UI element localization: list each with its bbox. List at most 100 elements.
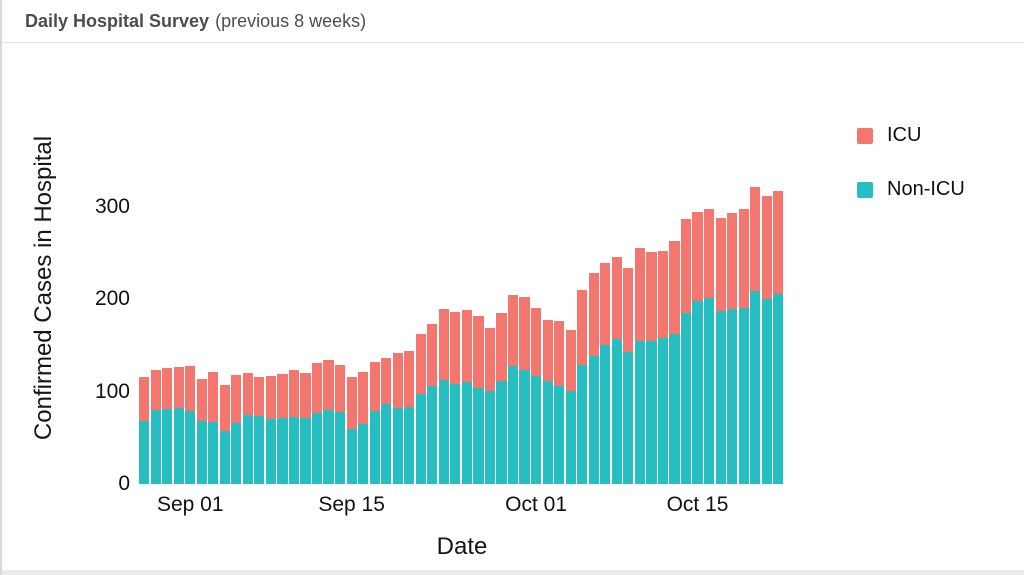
bar[interactable] bbox=[750, 186, 761, 484]
bar-segment-icu[interactable] bbox=[311, 363, 323, 413]
bar-segment-icu[interactable] bbox=[646, 252, 657, 341]
bar-segment-non-icu[interactable] bbox=[185, 411, 196, 484]
bar-segment-icu[interactable] bbox=[369, 362, 380, 412]
bar-segment-non-icu[interactable] bbox=[381, 403, 392, 484]
bar-segment-icu[interactable] bbox=[761, 195, 772, 300]
bar-segment-icu[interactable] bbox=[588, 273, 599, 356]
bar-segment-non-icu[interactable] bbox=[231, 423, 242, 484]
bar-segment-non-icu[interactable] bbox=[692, 301, 703, 484]
bar-segment-icu[interactable] bbox=[242, 373, 253, 415]
bar-segment-icu[interactable] bbox=[519, 296, 530, 370]
bar[interactable] bbox=[323, 360, 334, 484]
bar-segment-icu[interactable] bbox=[703, 208, 715, 299]
bar[interactable] bbox=[288, 370, 300, 484]
bar-segment-non-icu[interactable] bbox=[727, 309, 738, 484]
bar[interactable] bbox=[715, 218, 726, 484]
bar-segment-non-icu[interactable] bbox=[542, 380, 553, 484]
bar[interactable] bbox=[196, 378, 207, 484]
bar-segment-icu[interactable] bbox=[542, 319, 553, 381]
legend-item[interactable]: Non-ICU bbox=[857, 177, 965, 202]
bar-segment-icu[interactable] bbox=[288, 370, 300, 417]
bar-segment-non-icu[interactable] bbox=[288, 416, 300, 484]
bar[interactable] bbox=[254, 376, 265, 484]
bar-segment-icu[interactable] bbox=[358, 372, 369, 424]
bar[interactable] bbox=[381, 357, 392, 484]
bar-segment-non-icu[interactable] bbox=[265, 419, 277, 484]
bar[interactable] bbox=[185, 365, 196, 484]
bar-segment-non-icu[interactable] bbox=[623, 351, 634, 484]
bar-segment-icu[interactable] bbox=[335, 364, 346, 412]
bar-segment-icu[interactable] bbox=[381, 357, 392, 404]
bar[interactable] bbox=[634, 247, 645, 484]
bar-segment-non-icu[interactable] bbox=[680, 313, 692, 484]
bar-segment-icu[interactable] bbox=[531, 307, 542, 376]
bar[interactable] bbox=[311, 363, 323, 484]
bar-segment-non-icu[interactable] bbox=[703, 298, 715, 484]
bar-segment-icu[interactable] bbox=[692, 211, 703, 302]
bar-segment-non-icu[interactable] bbox=[646, 340, 657, 484]
bar[interactable] bbox=[346, 376, 357, 484]
bar-segment-non-icu[interactable] bbox=[208, 422, 219, 484]
bar[interactable] bbox=[358, 372, 369, 484]
bar-segment-non-icu[interactable] bbox=[657, 338, 669, 484]
bar-segment-non-icu[interactable] bbox=[392, 408, 403, 484]
bar-segment-icu[interactable] bbox=[554, 320, 565, 387]
bar[interactable] bbox=[219, 385, 230, 484]
bar[interactable] bbox=[139, 376, 150, 484]
bar[interactable] bbox=[703, 208, 715, 484]
bar-segment-icu[interactable] bbox=[750, 186, 761, 292]
bar-segment-non-icu[interactable] bbox=[484, 390, 496, 484]
bar-segment-icu[interactable] bbox=[507, 294, 519, 366]
bar-segment-icu[interactable] bbox=[715, 218, 726, 312]
bar-segment-icu[interactable] bbox=[669, 241, 680, 334]
bar-segment-non-icu[interactable] bbox=[427, 386, 438, 484]
bar-segment-non-icu[interactable] bbox=[346, 428, 357, 484]
bar-segment-non-icu[interactable] bbox=[323, 410, 334, 484]
bar[interactable] bbox=[208, 372, 219, 484]
bar-segment-icu[interactable] bbox=[346, 376, 357, 429]
bar-segment-non-icu[interactable] bbox=[150, 410, 161, 484]
bar[interactable] bbox=[669, 241, 680, 484]
bar[interactable] bbox=[438, 309, 449, 484]
bar-segment-icu[interactable] bbox=[577, 290, 588, 365]
bar-segment-icu[interactable] bbox=[404, 351, 415, 408]
bar[interactable] bbox=[473, 315, 484, 484]
bar-segment-icu[interactable] bbox=[727, 212, 738, 310]
bar-segment-non-icu[interactable] bbox=[369, 411, 380, 484]
bar-segment-icu[interactable] bbox=[185, 365, 196, 412]
bar[interactable] bbox=[657, 251, 669, 484]
bar-segment-non-icu[interactable] bbox=[565, 390, 576, 484]
bar[interactable] bbox=[646, 252, 657, 484]
bar-segment-icu[interactable] bbox=[738, 208, 749, 308]
bar-segment-icu[interactable] bbox=[450, 312, 461, 385]
bar-segment-non-icu[interactable] bbox=[196, 421, 207, 484]
bar-segment-icu[interactable] bbox=[680, 219, 692, 314]
bar-segment-non-icu[interactable] bbox=[750, 291, 761, 484]
bar[interactable] bbox=[150, 369, 161, 484]
bar-segment-non-icu[interactable] bbox=[554, 386, 565, 484]
bar[interactable] bbox=[565, 329, 576, 484]
bar-segment-icu[interactable] bbox=[162, 367, 173, 410]
bar[interactable] bbox=[427, 324, 438, 484]
bar[interactable] bbox=[738, 208, 749, 484]
bar[interactable] bbox=[484, 327, 496, 484]
bar-segment-icu[interactable] bbox=[773, 191, 784, 294]
bar[interactable] bbox=[173, 366, 184, 484]
bar-segment-icu[interactable] bbox=[473, 315, 484, 388]
bar-segment-non-icu[interactable] bbox=[600, 344, 611, 484]
bar-segment-icu[interactable] bbox=[231, 375, 242, 424]
bar[interactable] bbox=[692, 211, 703, 484]
bar[interactable] bbox=[680, 219, 692, 484]
bar[interactable] bbox=[519, 296, 530, 484]
bar[interactable] bbox=[300, 373, 311, 484]
bar-segment-non-icu[interactable] bbox=[715, 311, 726, 484]
bar-segment-non-icu[interactable] bbox=[531, 375, 542, 484]
bar-segment-non-icu[interactable] bbox=[438, 379, 449, 484]
bar[interactable] bbox=[531, 307, 542, 484]
bar-segment-icu[interactable] bbox=[611, 256, 622, 340]
bar[interactable] bbox=[623, 267, 634, 484]
bar-segment-non-icu[interactable] bbox=[358, 423, 369, 484]
bar-segment-non-icu[interactable] bbox=[507, 365, 519, 484]
bar[interactable] bbox=[773, 191, 784, 484]
bar[interactable] bbox=[242, 373, 253, 484]
